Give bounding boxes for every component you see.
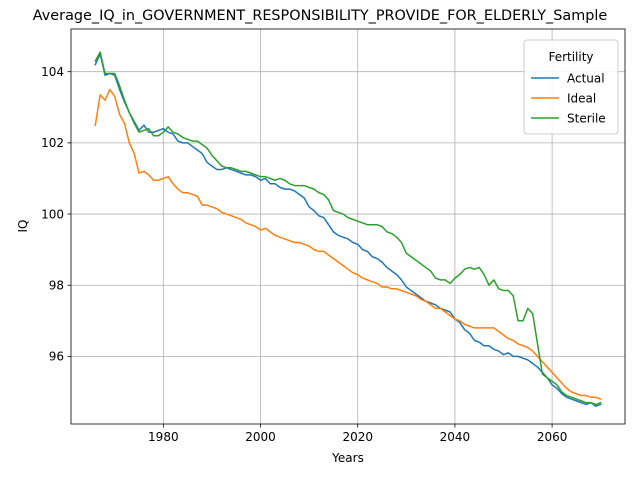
axis-ticks: 1980 2000 2020 2040 2060 96 98 100 102 104 xyxy=(41,65,567,444)
legend-label-ideal: Ideal xyxy=(567,91,596,105)
legend-title: Fertility xyxy=(548,50,593,64)
plot-frame xyxy=(70,28,626,425)
series-line-sterile xyxy=(94,51,602,406)
legend-box xyxy=(523,39,619,135)
chart-title: Average_IQ_in_GOVERNMENT_RESPONSIBILITY_… xyxy=(33,8,608,24)
x-tick-label: 2060 xyxy=(537,430,568,444)
x-tick-label: 1980 xyxy=(148,430,179,444)
y-tick-label: 96 xyxy=(49,350,64,364)
legend-label-actual: Actual xyxy=(567,71,605,85)
x-tick-label: 2020 xyxy=(342,430,373,444)
series-line-ideal xyxy=(94,88,602,401)
legend-items: Actual Ideal Sterile xyxy=(531,71,606,125)
x-tick-label: 2040 xyxy=(440,430,471,444)
y-tick-label: 104 xyxy=(41,65,64,79)
y-tick-label: 98 xyxy=(49,279,64,293)
x-tick-label: 2000 xyxy=(245,430,276,444)
series-line-actual xyxy=(94,53,602,407)
series-lines xyxy=(94,51,602,407)
y-axis-label: IQ xyxy=(16,220,30,233)
x-axis-label: Years xyxy=(331,451,364,465)
legend-label-sterile: Sterile xyxy=(567,111,606,125)
y-tick-label: 100 xyxy=(41,207,64,221)
legend: Fertility Actual Ideal Sterile xyxy=(523,39,619,135)
y-tick-label: 102 xyxy=(41,136,64,150)
